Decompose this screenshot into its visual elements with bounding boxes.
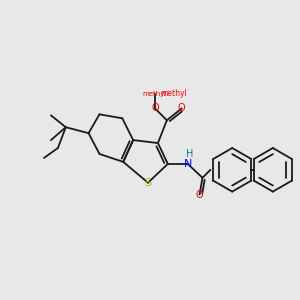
Text: O: O — [196, 190, 203, 200]
Text: O: O — [151, 103, 159, 113]
Text: N: N — [184, 159, 192, 169]
Text: methyl: methyl — [160, 89, 187, 98]
Text: O: O — [178, 103, 185, 113]
Text: H: H — [186, 149, 193, 159]
Text: S: S — [145, 178, 152, 188]
Text: methyl: methyl — [143, 91, 167, 97]
